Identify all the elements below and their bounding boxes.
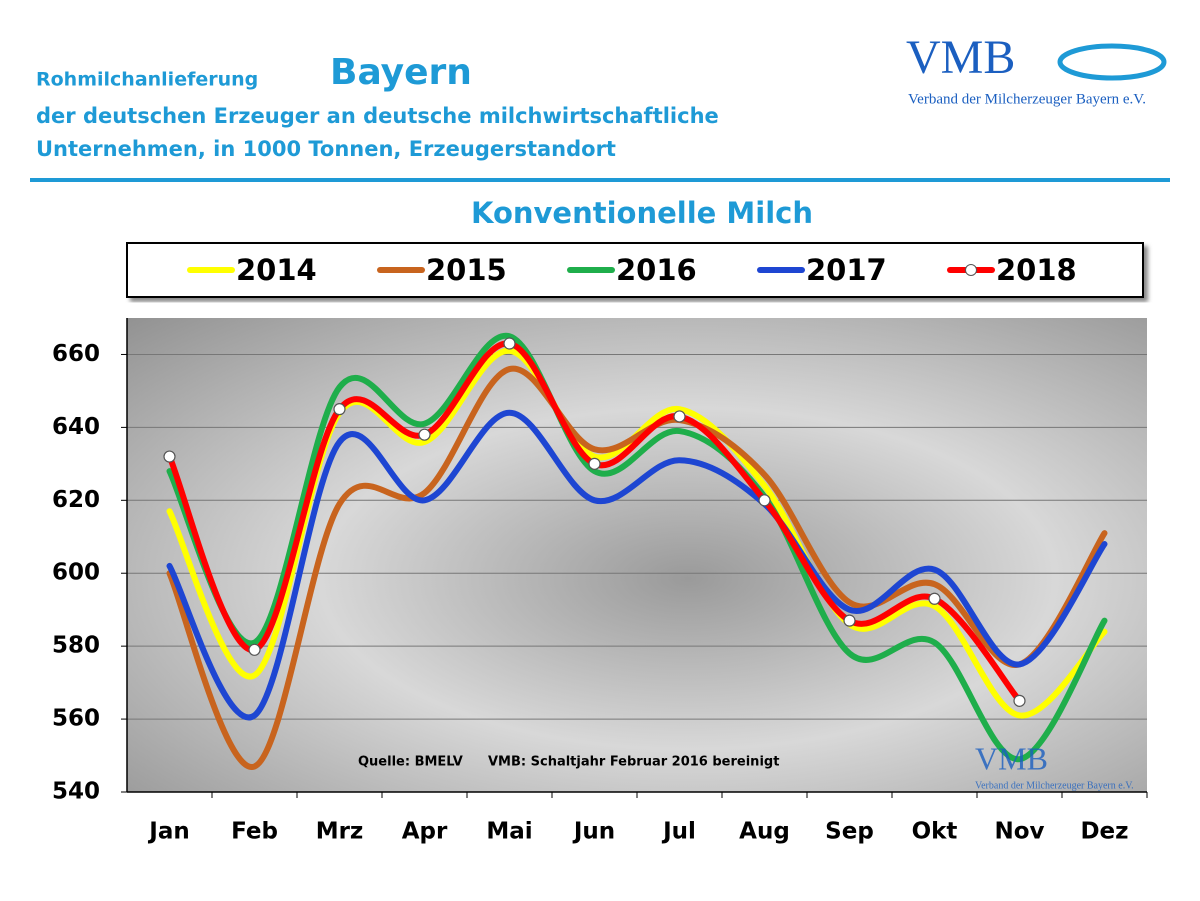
chart-title: Konventionelle Milch — [471, 196, 813, 230]
y-tick-label: 560 — [52, 706, 100, 732]
source: Quelle: BMELV — [358, 755, 463, 770]
x-tick-label: Jun — [572, 819, 615, 845]
point — [928, 592, 941, 605]
legend-label: 2014 — [236, 253, 317, 287]
x-tick-label: Jul — [661, 819, 696, 845]
point — [248, 643, 261, 656]
point — [418, 428, 431, 441]
x-tick-label: Jan — [147, 819, 189, 845]
x-tick-label: Nov — [994, 819, 1044, 845]
y-tick-label: 600 — [52, 560, 100, 586]
logo-swirl — [1057, 43, 1167, 81]
x-tick-label: Mrz — [316, 819, 364, 845]
subtitle: der deutschen Erzeuger an deutsche milch… — [36, 104, 719, 128]
legend-label: 2017 — [806, 253, 887, 287]
legend-marker — [965, 264, 977, 276]
x-tick-label: Dez — [1080, 819, 1128, 845]
title: Rohmilchanlieferung — [36, 69, 258, 91]
series-line — [166, 333, 1108, 763]
point — [758, 494, 771, 507]
point — [1013, 694, 1026, 707]
x-tick-label: Sep — [825, 819, 874, 845]
watermark-text: Verband der Milcherzeuger Bayern e.V. — [975, 780, 1134, 791]
legend-label: 2018 — [996, 253, 1077, 287]
x-tick-label: Aug — [739, 819, 790, 845]
x-tick-label: Mai — [486, 819, 532, 845]
logo-text: Verband der Milcherzeuger Bayern e.V. — [908, 91, 1146, 107]
y-tick-label: 660 — [52, 341, 100, 367]
legend-label: 2016 — [616, 253, 697, 287]
y-tick-label: 540 — [52, 779, 100, 805]
y-tick-label: 640 — [52, 414, 100, 440]
legend-label: 2015 — [426, 253, 507, 287]
watermark-logo: VMB — [975, 740, 1048, 776]
point — [163, 450, 176, 463]
logo: VMB — [906, 31, 1015, 84]
series-line — [166, 340, 1023, 704]
subtitle: Unternehmen, in 1000 Tonnen, Erzeugersta… — [36, 137, 616, 161]
point — [503, 337, 516, 350]
point — [843, 614, 856, 627]
y-tick-label: 580 — [52, 633, 100, 659]
series-line — [166, 409, 1108, 721]
series-line — [166, 365, 1108, 770]
title-region: Bayern — [330, 52, 472, 93]
point — [588, 457, 601, 470]
x-tick-label: Okt — [912, 819, 958, 845]
point — [673, 410, 686, 423]
note: VMB: Schaltjahr Februar 2016 bereinigt — [488, 755, 779, 770]
point — [333, 403, 346, 416]
x-tick-label: Apr — [402, 819, 448, 845]
y-tick-label: 620 — [52, 487, 100, 513]
x-tick-label: Feb — [231, 819, 278, 845]
